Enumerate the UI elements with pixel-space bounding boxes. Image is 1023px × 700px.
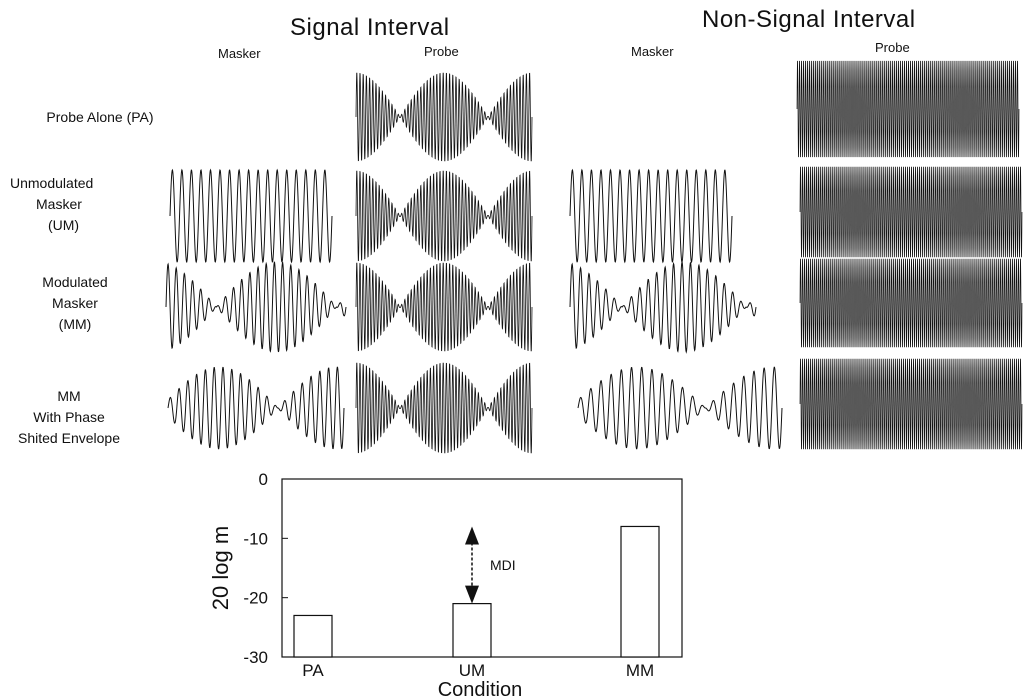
y-tick-label: 0 — [259, 470, 268, 489]
nonsignal-masker-mm-wave — [569, 261, 757, 354]
bar-um — [452, 602, 492, 658]
x-axis-label: Condition — [438, 679, 523, 700]
row-label-line: Masker — [36, 196, 82, 212]
y-axis-label: 20 log m — [208, 526, 233, 610]
signal-probe-wave — [355, 262, 533, 352]
nonsignal-masker-header: Masker — [631, 44, 674, 59]
nonsignal-probe-wave — [799, 258, 1023, 348]
x-tick-label: PA — [302, 661, 324, 680]
nonsignal-probe-wave — [796, 60, 1020, 158]
signal-interval-title: Signal Interval — [290, 14, 450, 41]
bar-pa — [293, 614, 333, 658]
row-label-line: Probe Alone (PA) — [46, 109, 154, 125]
non-signal-interval-title: Non-Signal Interval — [702, 6, 916, 33]
x-tick-label: MM — [626, 661, 654, 680]
mdi-arrow-head-up — [465, 526, 479, 545]
row-label-modulated-masker: Modulated Masker (MM) — [20, 272, 130, 335]
nonsignal-probe-wave — [799, 166, 1023, 258]
signal-masker-mm-wave — [165, 261, 347, 353]
row-label-probe-alone: Probe Alone (PA) — [20, 107, 180, 128]
nonsignal-masker-phase-wave — [577, 366, 783, 450]
mdi-arrow-head-down — [465, 585, 479, 604]
y-tick-label: -30 — [243, 648, 268, 667]
y-tick-label: -20 — [243, 589, 268, 608]
signal-probe-header: Probe — [424, 44, 459, 59]
row-label-line: (UM) — [48, 217, 80, 233]
y-tick-label: -10 — [243, 529, 268, 548]
row-label-line: MM — [57, 388, 81, 404]
signal-masker-phase-wave — [167, 366, 345, 450]
signal-masker-header: Masker — [218, 46, 261, 61]
nonsignal-probe-header: Probe — [875, 40, 910, 55]
row-label-line: With Phase — [33, 409, 105, 425]
chart-group: 0 -10 -20 -30 PA UM MM Condition 20 log m MDI — [208, 470, 683, 700]
signal-probe-wave — [355, 72, 533, 162]
nonsignal-probe-wave — [799, 358, 1023, 450]
row-label-line: Unmodulated — [10, 175, 94, 191]
row-label-line: (MM) — [58, 316, 92, 332]
signal-masker-um-wave — [169, 168, 333, 264]
bar-mm — [620, 525, 660, 658]
row-label-phase-shifted: MM With Phase Shited Envelope — [4, 386, 134, 449]
row-label-unmodulated-masker: Unmodulated Masker (UM) — [10, 173, 130, 236]
row-label-line: Shited Envelope — [18, 430, 120, 446]
nonsignal-masker-um-wave — [569, 168, 733, 264]
row-label-line: Modulated — [42, 274, 108, 290]
row-label-line: Masker — [52, 295, 98, 311]
mdi-annotation: MDI — [490, 557, 516, 573]
signal-probe-wave — [355, 170, 533, 262]
signal-probe-wave — [355, 362, 533, 454]
x-tick-label: UM — [459, 661, 485, 680]
waveform-group — [165, 60, 1023, 454]
